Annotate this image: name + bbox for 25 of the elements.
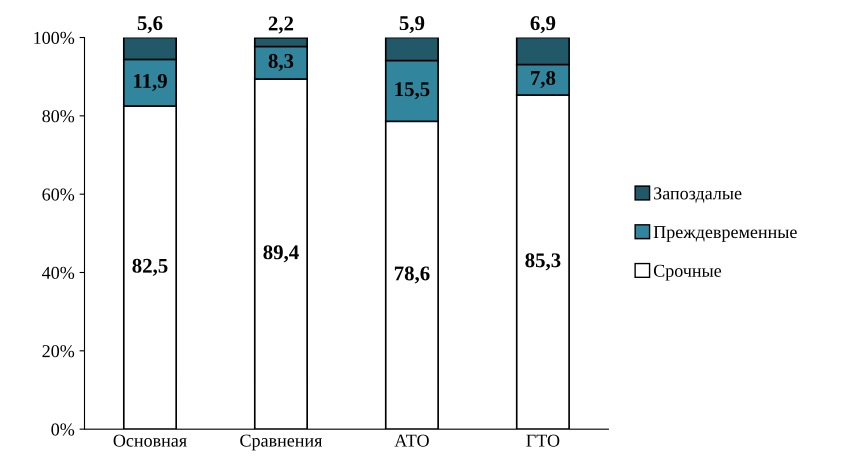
data-label: 89,4 xyxy=(263,245,299,262)
x-tick-label: Основная xyxy=(114,434,187,447)
y-tick-label: 0% xyxy=(51,423,74,436)
y-tick-label: 60% xyxy=(42,188,74,201)
data-label: 6,9 xyxy=(530,16,556,34)
y-tick-label: 20% xyxy=(42,345,74,358)
x-tick-label: Сравнения xyxy=(240,434,322,450)
x-tick-label: АТО xyxy=(394,434,429,447)
data-label: 82,5 xyxy=(132,258,168,276)
data-label: 11,9 xyxy=(134,74,167,91)
data-label: 5,9 xyxy=(400,16,424,34)
data-label: 85,3 xyxy=(525,253,560,270)
y-tick-label: 100% xyxy=(34,32,74,44)
data-label: 8,3 xyxy=(268,54,294,72)
data-label: 78,6 xyxy=(394,266,430,284)
data-label: 7,8 xyxy=(531,70,556,88)
y-tick-label: 40% xyxy=(42,266,74,279)
data-label: 5,6 xyxy=(138,16,162,34)
x-tick-label: ГТО xyxy=(526,434,560,447)
legend-label: Срочные xyxy=(654,264,722,281)
legend-label: Запоздалые xyxy=(654,187,742,203)
y-tick-label: 80% xyxy=(42,110,74,122)
data-label: 2,2 xyxy=(268,16,294,34)
legend-label: Преждевременные xyxy=(654,226,797,242)
data-label: 15,5 xyxy=(395,82,430,100)
